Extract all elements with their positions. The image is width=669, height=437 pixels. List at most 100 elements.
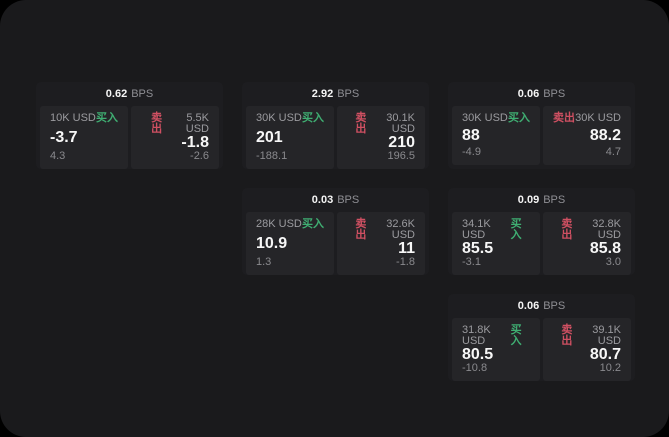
card-bps-header: 0.62 BPS [36,82,223,106]
sell-tile-header: 卖出 30K USD [553,113,621,124]
sell-amount: 32.6K USD [386,218,415,241]
sell-side-label: 卖出 [355,218,367,241]
buy-price: 85.5 [462,240,494,257]
sell-price: -1.8 [181,134,209,151]
sell-amount: 5.5K USD [185,112,209,135]
sell-delta: 196.5 [387,150,415,162]
sell-amount: 39.1K USD [592,324,621,347]
buy-quote-tile[interactable]: 28K USD 买入 10.9 1.3 [246,212,334,275]
bps-unit-label: BPS [337,87,360,100]
sell-side-label: 卖出 [561,324,573,347]
sell-delta: -1.8 [396,256,415,268]
buy-delta: -188.1 [256,150,288,162]
bps-unit-label: BPS [543,299,566,312]
buy-price: 10.9 [256,234,288,252]
buy-amount: 31.8K USD [462,324,491,347]
card-body: 30K USD 买入 201 -188.1 卖出 30.1K USD 210 1… [242,106,429,169]
sell-delta: 10.2 [599,362,621,374]
quote-card: 0.03 BPS 28K USD 买入 10.9 1.3 卖出 32.6K US… [242,188,429,275]
sell-quote-tile[interactable]: 卖出 30.1K USD 210 196.5 [337,106,425,169]
sell-side-label: 卖出 [553,112,575,124]
buy-side-label: 买入 [96,112,118,124]
buy-side-label: 买入 [302,112,324,124]
buy-delta: 1.3 [256,256,272,268]
buy-amount: 34.1K USD [462,218,491,241]
card-body: 28K USD 买入 10.9 1.3 卖出 32.6K USD 11 -1.8 [242,212,429,275]
bps-value: 0.06 [517,87,540,100]
buy-quote-tile[interactable]: 30K USD 买入 88 -4.9 [452,106,540,165]
buy-amount: 30K USD [462,112,508,124]
bps-value: 0.03 [311,193,334,206]
sell-side-label: 卖出 [151,112,163,135]
buy-quote-tile[interactable]: 10K USD 买入 -3.7 4.3 [40,106,128,169]
buy-quote-tile[interactable]: 30K USD 买入 201 -188.1 [246,106,334,169]
card-body: 10K USD 买入 -3.7 4.3 卖出 5.5K USD -1.8 -2.… [36,106,223,169]
sell-tile-header: 卖出 32.6K USD [347,219,415,241]
buy-delta: -3.1 [462,256,481,268]
buy-delta: -4.9 [462,146,481,158]
buy-amount: 10K USD [50,112,96,124]
sell-price: 210 [388,134,415,151]
buy-delta: 4.3 [50,150,66,162]
sell-delta: 4.7 [605,146,621,158]
card-bps-header: 0.09 BPS [448,188,635,212]
sell-delta: -2.6 [190,150,209,162]
buy-tile-header: 30K USD 买入 [256,113,324,124]
sell-tile-header: 卖出 30.1K USD [347,113,415,135]
buy-tile-header: 30K USD 买入 [462,113,530,124]
card-body: 34.1K USD 买入 85.5 -3.1 卖出 32.8K USD 85.8… [448,212,635,275]
card-bps-header: 0.06 BPS [448,82,635,106]
sell-price: 80.7 [589,346,621,363]
quote-card: 2.92 BPS 30K USD 买入 201 -188.1 卖出 30.1K … [242,82,429,169]
buy-price: -3.7 [50,128,78,146]
buy-price: 201 [256,128,283,146]
bps-unit-label: BPS [543,193,566,206]
bps-value: 2.92 [311,87,334,100]
buy-tile-header: 28K USD 买入 [256,219,324,230]
bps-value: 0.62 [105,87,128,100]
buy-tile-header: 34.1K USD 买入 [462,219,530,241]
sell-quote-tile[interactable]: 卖出 32.6K USD 11 -1.8 [337,212,425,275]
sell-tile-header: 卖出 32.8K USD [553,219,621,241]
sell-side-label: 卖出 [355,112,367,135]
buy-side-label: 买入 [508,112,530,124]
buy-price: 88 [462,126,480,144]
buy-side-label: 买入 [510,218,522,241]
buy-side-label: 买入 [510,324,522,347]
sell-side-label: 卖出 [561,218,573,241]
buy-side-label: 买入 [302,218,324,230]
card-bps-header: 0.06 BPS [448,294,635,318]
quote-card: 0.06 BPS 31.8K USD 买入 80.5 -10.8 卖出 39.1… [448,294,635,381]
sell-delta: 3.0 [605,256,621,268]
sell-price: 11 [398,240,415,257]
sell-quote-tile[interactable]: 卖出 5.5K USD -1.8 -2.6 [131,106,219,169]
card-bps-header: 2.92 BPS [242,82,429,106]
sell-tile-header: 卖出 39.1K USD [553,325,621,347]
bps-value: 0.09 [517,193,540,206]
sell-quote-tile[interactable]: 卖出 30K USD 88.2 4.7 [543,106,631,165]
buy-amount: 28K USD [256,218,302,230]
buy-price: 80.5 [462,346,494,363]
card-body: 30K USD 买入 88 -4.9 卖出 30K USD 88.2 4.7 [448,106,635,169]
sell-quote-tile[interactable]: 卖出 32.8K USD 85.8 3.0 [543,212,631,275]
sell-tile-header: 卖出 5.5K USD [141,113,209,135]
sell-amount: 32.8K USD [592,218,621,241]
buy-delta: -10.8 [462,362,488,374]
sell-price: 85.8 [589,240,621,257]
bps-unit-label: BPS [543,87,566,100]
bps-unit-label: BPS [131,87,154,100]
sell-amount: 30K USD [575,112,621,124]
sell-quote-tile[interactable]: 卖出 39.1K USD 80.7 10.2 [543,318,631,381]
buy-amount: 30K USD [256,112,302,124]
sell-amount: 30.1K USD [386,112,415,135]
quote-card: 0.09 BPS 34.1K USD 买入 85.5 -3.1 卖出 32.8K… [448,188,635,275]
quote-card: 0.06 BPS 30K USD 买入 88 -4.9 卖出 30K USD 8… [448,82,635,169]
buy-quote-tile[interactable]: 31.8K USD 买入 80.5 -10.8 [452,318,540,381]
buy-tile-header: 10K USD 买入 [50,113,118,124]
buy-tile-header: 31.8K USD 买入 [462,325,530,347]
buy-quote-tile[interactable]: 34.1K USD 买入 85.5 -3.1 [452,212,540,275]
bps-unit-label: BPS [337,193,360,206]
card-bps-header: 0.03 BPS [242,188,429,212]
quote-cards-grid: 0.62 BPS 10K USD 买入 -3.7 4.3 卖出 5.5K USD… [36,82,635,381]
